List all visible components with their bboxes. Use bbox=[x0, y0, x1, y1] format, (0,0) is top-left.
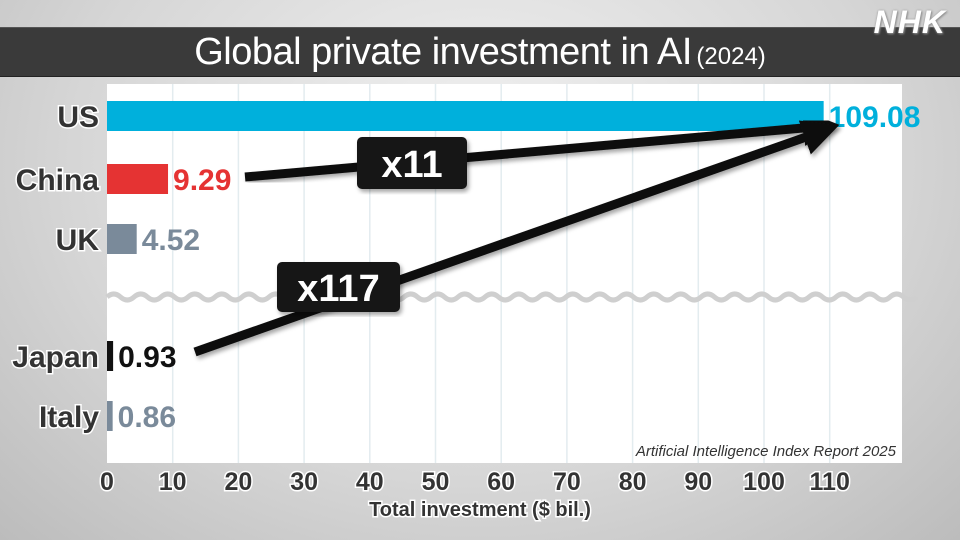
category-label: China bbox=[16, 164, 100, 197]
category-label: Italy bbox=[39, 401, 99, 434]
x-tick-label: 20 bbox=[224, 468, 252, 496]
bar-us bbox=[107, 101, 824, 131]
bar-china bbox=[107, 164, 169, 194]
x-tick-label: 80 bbox=[619, 468, 647, 496]
value-label: 109.08 bbox=[829, 101, 921, 134]
bar-italy bbox=[107, 401, 113, 431]
annotation-arrow bbox=[244, 110, 840, 182]
x-axis-label: Total investment ($ bil.) bbox=[369, 499, 591, 521]
annotation-arrow bbox=[193, 120, 839, 357]
axis-break-wave bbox=[105, 291, 919, 303]
x-tick-label: 100 bbox=[743, 468, 785, 496]
value-label: 0.93 bbox=[118, 341, 176, 374]
x-tick-label: 70 bbox=[553, 468, 581, 496]
chart-title-year: (2024) bbox=[696, 43, 766, 70]
x-tick-label: 0 bbox=[100, 468, 114, 496]
chart-title: Global private investment in AI bbox=[194, 31, 692, 73]
category-label: UK bbox=[56, 224, 100, 257]
annotation-box bbox=[357, 137, 467, 189]
x-tick-label: 40 bbox=[356, 468, 384, 496]
value-label: 4.52 bbox=[142, 224, 200, 257]
x-tick-label: 50 bbox=[422, 468, 450, 496]
category-label: Japan bbox=[12, 341, 99, 374]
x-tick-label: 30 bbox=[290, 468, 318, 496]
annotation-box bbox=[277, 262, 400, 312]
value-label: 9.29 bbox=[173, 164, 231, 197]
x-tick-label: 90 bbox=[684, 468, 712, 496]
title-bar: Global private investment in AI (2024) bbox=[0, 27, 960, 77]
source-note: Artificial Intelligence Index Report 202… bbox=[635, 443, 897, 460]
x-tick-label: 10 bbox=[159, 468, 187, 496]
value-label: 0.86 bbox=[118, 401, 176, 434]
x-tick-label: 60 bbox=[487, 468, 515, 496]
annotation-label: x117 bbox=[297, 268, 379, 310]
annotation-label: x11 bbox=[381, 144, 442, 186]
x-tick-label: 110 bbox=[810, 468, 850, 496]
bar-uk bbox=[107, 224, 137, 254]
category-label: US bbox=[57, 101, 99, 134]
bar-japan bbox=[107, 341, 114, 371]
nhk-logo: NHK bbox=[873, 4, 946, 40]
